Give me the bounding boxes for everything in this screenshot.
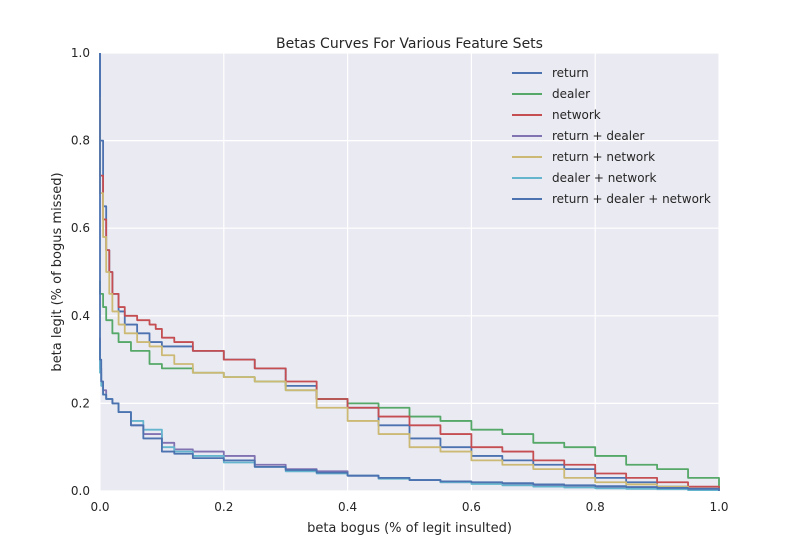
legend-label: dealer	[552, 87, 590, 101]
x-tick-label: 0.8	[586, 500, 605, 514]
y-tick-labels: 0.0 0.2 0.4 0.6 0.8 1.0	[71, 46, 90, 498]
x-tick-label: 0.0	[90, 500, 109, 514]
x-tick-label: 0.2	[214, 500, 233, 514]
grid-lines	[99, 52, 720, 492]
x-tick-label: 1.0	[709, 500, 728, 514]
legend-label: network	[552, 108, 601, 122]
series-line-return-network	[99, 96, 720, 491]
series-lines	[99, 53, 720, 492]
legend-label: return + dealer	[552, 129, 644, 143]
y-tick-label: 0.6	[71, 221, 90, 235]
y-tick-label: 0.8	[71, 134, 90, 148]
y-tick-label: 0.0	[71, 484, 90, 498]
x-tick-label: 0.6	[462, 500, 481, 514]
series-line-return-dealer-network	[99, 53, 720, 491]
x-axis-label: beta bogus (% of legit insulted)	[307, 521, 512, 536]
y-tick-label: 0.2	[71, 396, 90, 410]
series-line-network	[99, 96, 720, 491]
legend: return dealer network return + dealer return…	[512, 66, 711, 206]
legend-label: return + dealer + network	[552, 192, 711, 206]
chart-title: Betas Curves For Various Feature Sets	[276, 36, 543, 52]
legend-label: return	[552, 66, 589, 80]
legend-label: dealer + network	[552, 171, 656, 185]
legend-label: return + network	[552, 150, 655, 164]
y-tick-label: 0.4	[71, 309, 90, 323]
y-axis-label: beta legit (% of bogus missed)	[50, 172, 65, 371]
x-tick-labels: 0.0 0.2 0.4 0.6 0.8 1.0	[90, 500, 728, 514]
y-tick-label: 1.0	[71, 46, 90, 60]
x-tick-label: 0.4	[338, 500, 357, 514]
